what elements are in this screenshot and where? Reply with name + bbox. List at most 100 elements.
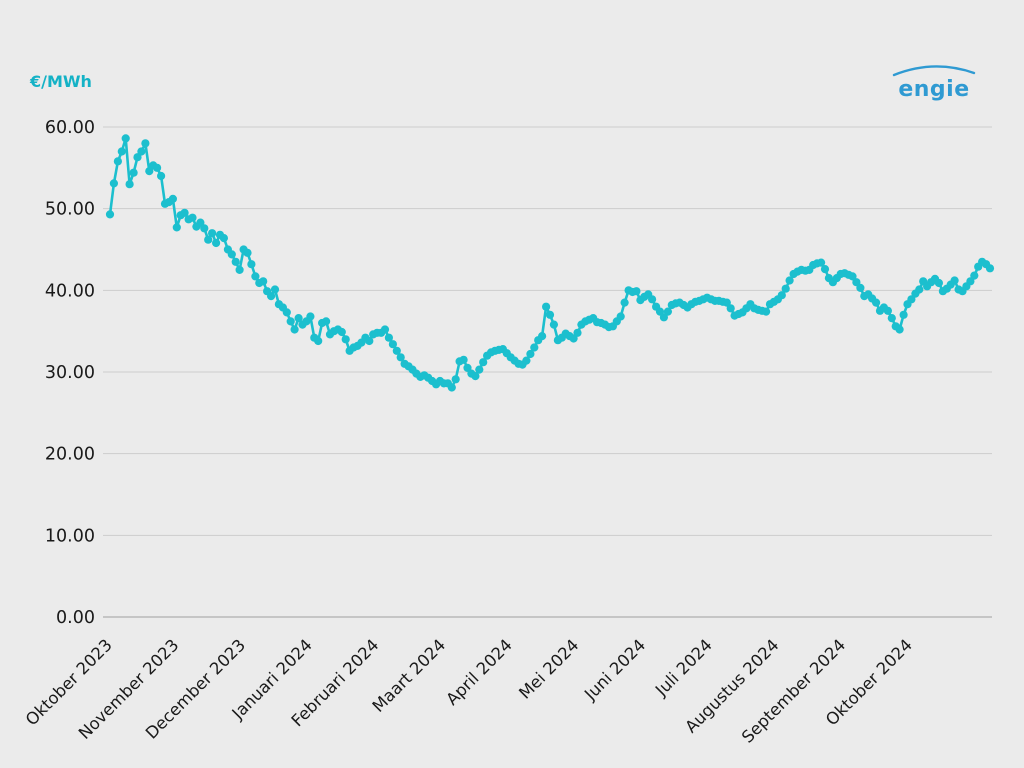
data-point-marker — [538, 332, 547, 341]
data-point-marker — [212, 238, 221, 248]
data-point-marker — [121, 134, 130, 143]
data-point-marker — [392, 346, 401, 355]
data-point-marker — [286, 317, 295, 326]
data-point-marker — [267, 292, 276, 301]
data-point-marker — [141, 139, 150, 148]
price-series-markers — [105, 134, 995, 392]
data-point-marker — [113, 157, 122, 166]
data-point-marker — [388, 340, 397, 349]
data-point-marker — [180, 208, 189, 217]
data-point-marker — [785, 276, 794, 285]
data-point-marker — [208, 229, 217, 238]
data-point-marker — [620, 298, 629, 307]
data-point-marker — [172, 223, 181, 232]
data-point-marker — [109, 179, 118, 188]
data-point-marker — [125, 180, 134, 189]
y-tick-label: 30.00 — [45, 363, 95, 383]
data-point-marker — [950, 276, 959, 285]
y-axis-unit-label: €/MWh — [30, 72, 92, 91]
y-tick-label: 0.00 — [56, 608, 95, 628]
data-point-marker — [475, 365, 484, 374]
data-point-marker — [294, 314, 303, 323]
data-point-marker — [384, 333, 393, 342]
data-point-marker — [153, 163, 162, 172]
data-point-marker — [632, 287, 641, 296]
data-point-marker — [129, 168, 138, 177]
data-point-marker — [915, 285, 924, 294]
data-point-marker — [542, 302, 551, 311]
data-point-marker — [648, 295, 657, 304]
data-point-marker — [219, 234, 228, 243]
x-tick-label: Juni 2024 — [580, 635, 649, 704]
data-point-marker — [235, 265, 244, 274]
data-point-marker — [895, 325, 904, 334]
data-point-marker — [479, 358, 488, 367]
data-point-marker — [985, 264, 995, 273]
data-point-marker — [820, 265, 830, 274]
engie-logo-text: engie — [898, 77, 969, 102]
data-point-marker — [380, 325, 390, 334]
data-point-marker — [157, 171, 166, 181]
data-point-marker — [663, 307, 673, 316]
data-point-marker — [451, 375, 460, 384]
data-point-marker — [243, 248, 252, 257]
data-point-marker — [887, 314, 896, 323]
data-point-marker — [899, 310, 908, 319]
y-tick-label: 50.00 — [45, 200, 95, 220]
data-point-marker — [573, 328, 582, 337]
x-tick-label: April 2024 — [442, 635, 516, 709]
data-point-marker — [251, 272, 260, 281]
data-point-marker — [659, 313, 669, 322]
data-point-marker — [549, 320, 559, 329]
data-point-marker — [204, 235, 213, 244]
data-point-marker — [105, 210, 115, 219]
data-point-marker — [322, 317, 331, 326]
y-tick-labels: 0.00 10.00 20.00 30.00 40.00 50.00 60.00 — [45, 118, 95, 628]
data-point-marker — [259, 277, 268, 286]
data-point-marker — [522, 356, 531, 365]
data-point-marker — [817, 258, 826, 267]
data-point-marker — [856, 283, 865, 292]
x-tick-label: Juli 2024 — [651, 635, 716, 700]
data-point-marker — [934, 278, 944, 288]
engie-logo-arc — [892, 65, 976, 77]
data-point-marker — [168, 194, 177, 203]
data-point-marker — [447, 383, 456, 392]
data-point-marker — [117, 147, 126, 156]
data-point-marker — [907, 295, 916, 304]
data-point-marker — [306, 312, 315, 321]
data-point-marker — [282, 308, 291, 317]
data-point-marker — [530, 343, 539, 352]
data-point-marker — [290, 325, 299, 334]
data-point-marker — [852, 278, 861, 287]
x-tick-label: Mei 2024 — [515, 635, 582, 702]
data-point-marker — [247, 260, 256, 269]
data-point-marker — [872, 298, 881, 307]
data-point-marker — [188, 213, 197, 222]
data-point-marker — [270, 285, 280, 294]
data-point-marker — [396, 353, 405, 362]
data-point-marker — [314, 336, 323, 346]
data-point-marker — [200, 224, 209, 233]
data-point-marker — [726, 304, 735, 313]
data-point-marker — [471, 372, 480, 381]
engie-logo-graphic: engie — [892, 65, 976, 102]
y-tick-label: 20.00 — [45, 445, 95, 465]
y-tick-label: 60.00 — [45, 118, 95, 138]
data-point-marker — [526, 349, 535, 359]
data-point-marker — [777, 291, 786, 300]
y-tick-label: 40.00 — [45, 281, 95, 301]
data-point-marker — [848, 272, 857, 281]
engie-logo: engie — [888, 58, 980, 104]
price-series-line — [108, 137, 992, 389]
data-point-marker — [762, 307, 771, 316]
data-point-marker — [616, 312, 625, 321]
data-point-marker — [970, 271, 979, 280]
data-point-marker — [883, 306, 893, 315]
data-point-marker — [137, 147, 146, 156]
data-point-marker — [545, 310, 555, 319]
data-point-marker — [365, 336, 374, 346]
